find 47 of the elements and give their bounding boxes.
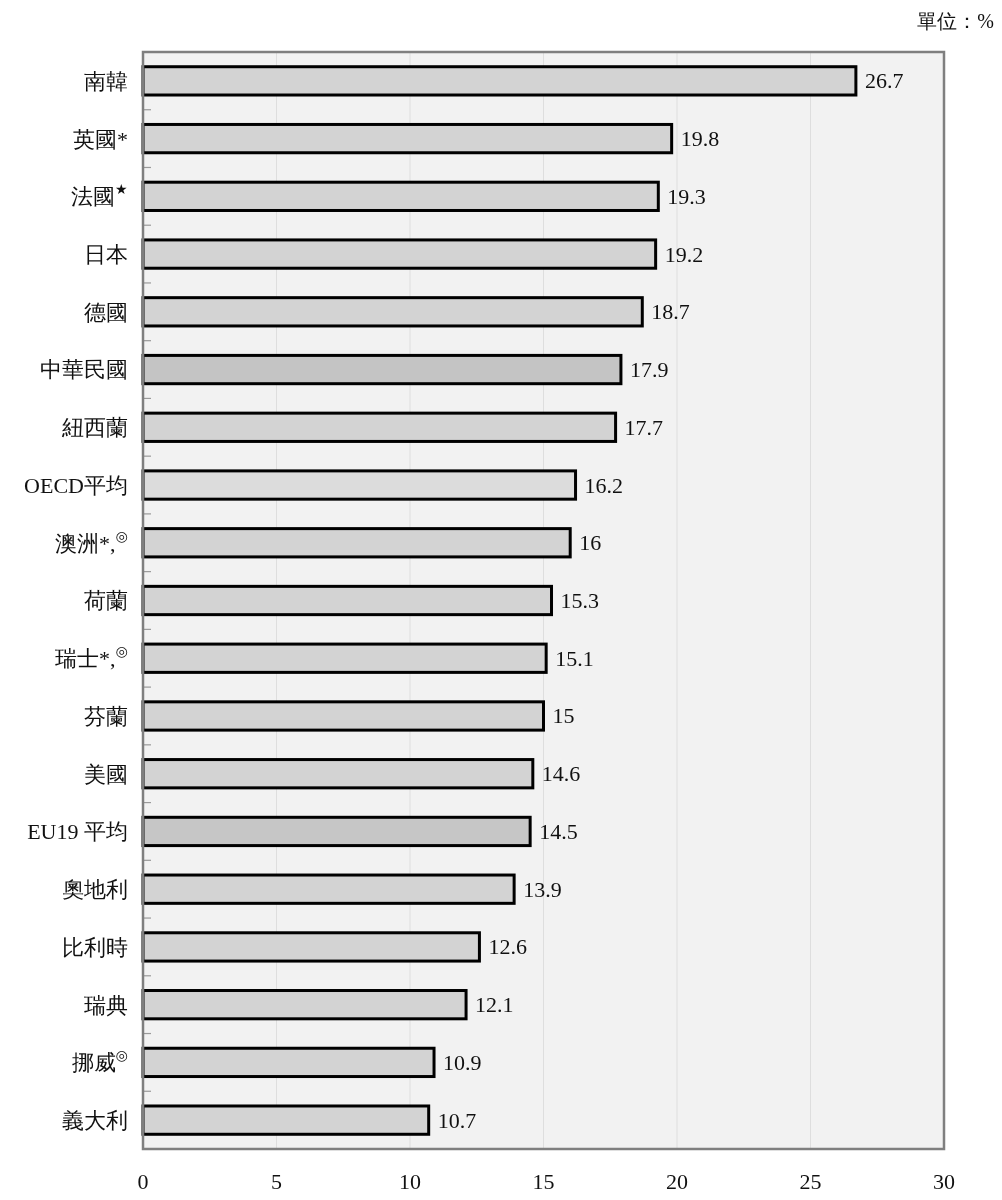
y-tick-label: 比利時 xyxy=(62,934,128,960)
y-tick-label: OECD平均 xyxy=(24,472,128,498)
x-tick-label: 5 xyxy=(271,1169,282,1194)
data-label: 14.6 xyxy=(541,761,581,787)
data-label: 15 xyxy=(552,703,575,729)
x-tick-label: 20 xyxy=(666,1169,688,1194)
y-tick-label: 奧地利 xyxy=(62,877,128,903)
data-label: 17.9 xyxy=(629,357,669,383)
data-label: 16.2 xyxy=(584,472,624,498)
y-tick-label: EU19 平均 xyxy=(27,819,128,845)
y-tick-label: 中華民國 xyxy=(40,357,128,383)
data-label: 19.8 xyxy=(680,126,720,152)
y-tick-label: 澳洲*,$^{◎}$ xyxy=(55,527,128,556)
x-tick-label: 15 xyxy=(532,1169,555,1194)
y-tick-label: 義大利 xyxy=(62,1108,128,1134)
x-tick-label: 30 xyxy=(933,1169,955,1194)
y-tick-label: 南韓 xyxy=(84,68,128,94)
y-tick-label: 英國* xyxy=(73,126,128,152)
y-tick-label: 瑞士*,$^{◎}$ xyxy=(55,643,128,672)
data-label: 15.1 xyxy=(555,645,594,671)
data-label: 19.3 xyxy=(667,183,706,209)
data-label: 12.6 xyxy=(488,934,527,960)
data-label: 18.7 xyxy=(651,299,690,325)
data-label: 10.7 xyxy=(437,1107,477,1133)
y-tick-label: 美國 xyxy=(84,761,128,787)
x-tick-label: 10 xyxy=(399,1169,421,1194)
y-tick-label: 芬蘭 xyxy=(84,703,128,729)
data-label: 16 xyxy=(579,530,602,556)
y-tick-label: 荷蘭 xyxy=(84,588,128,614)
data-label: 12.1 xyxy=(475,992,514,1018)
data-label: 15.3 xyxy=(560,588,600,613)
text: 單位：% xyxy=(917,10,994,32)
data-label: 13.9 xyxy=(523,876,562,902)
data-label: 10.9 xyxy=(443,1049,482,1075)
data-label: 14.5 xyxy=(539,818,578,844)
data-label: 17.7 xyxy=(624,414,664,440)
y-tick-label: 法國$^{★}$ xyxy=(71,181,128,210)
y-tick-label: 紐西蘭 xyxy=(61,415,128,441)
x-tick-label: 0 xyxy=(137,1169,149,1194)
y-tick-label: 瑞典 xyxy=(84,992,128,1018)
data-label: 19.2 xyxy=(664,241,704,267)
data-label: 26.7 xyxy=(864,68,904,94)
x-tick-label: 25 xyxy=(799,1169,822,1194)
y-tick-label: 德國 xyxy=(84,299,128,325)
plot: 26.7 19.8 19.3 19.2 18.7 17.9 17.7 16.2 16 15.3 15.1 15 14.6 14.5 13.9 12.6 12.1 10.9 10.7 xyxy=(141,50,946,1151)
y-tick-label: 日本 xyxy=(84,242,128,267)
y-tick-label: 挪威$^{◎}$ xyxy=(71,1047,128,1076)
